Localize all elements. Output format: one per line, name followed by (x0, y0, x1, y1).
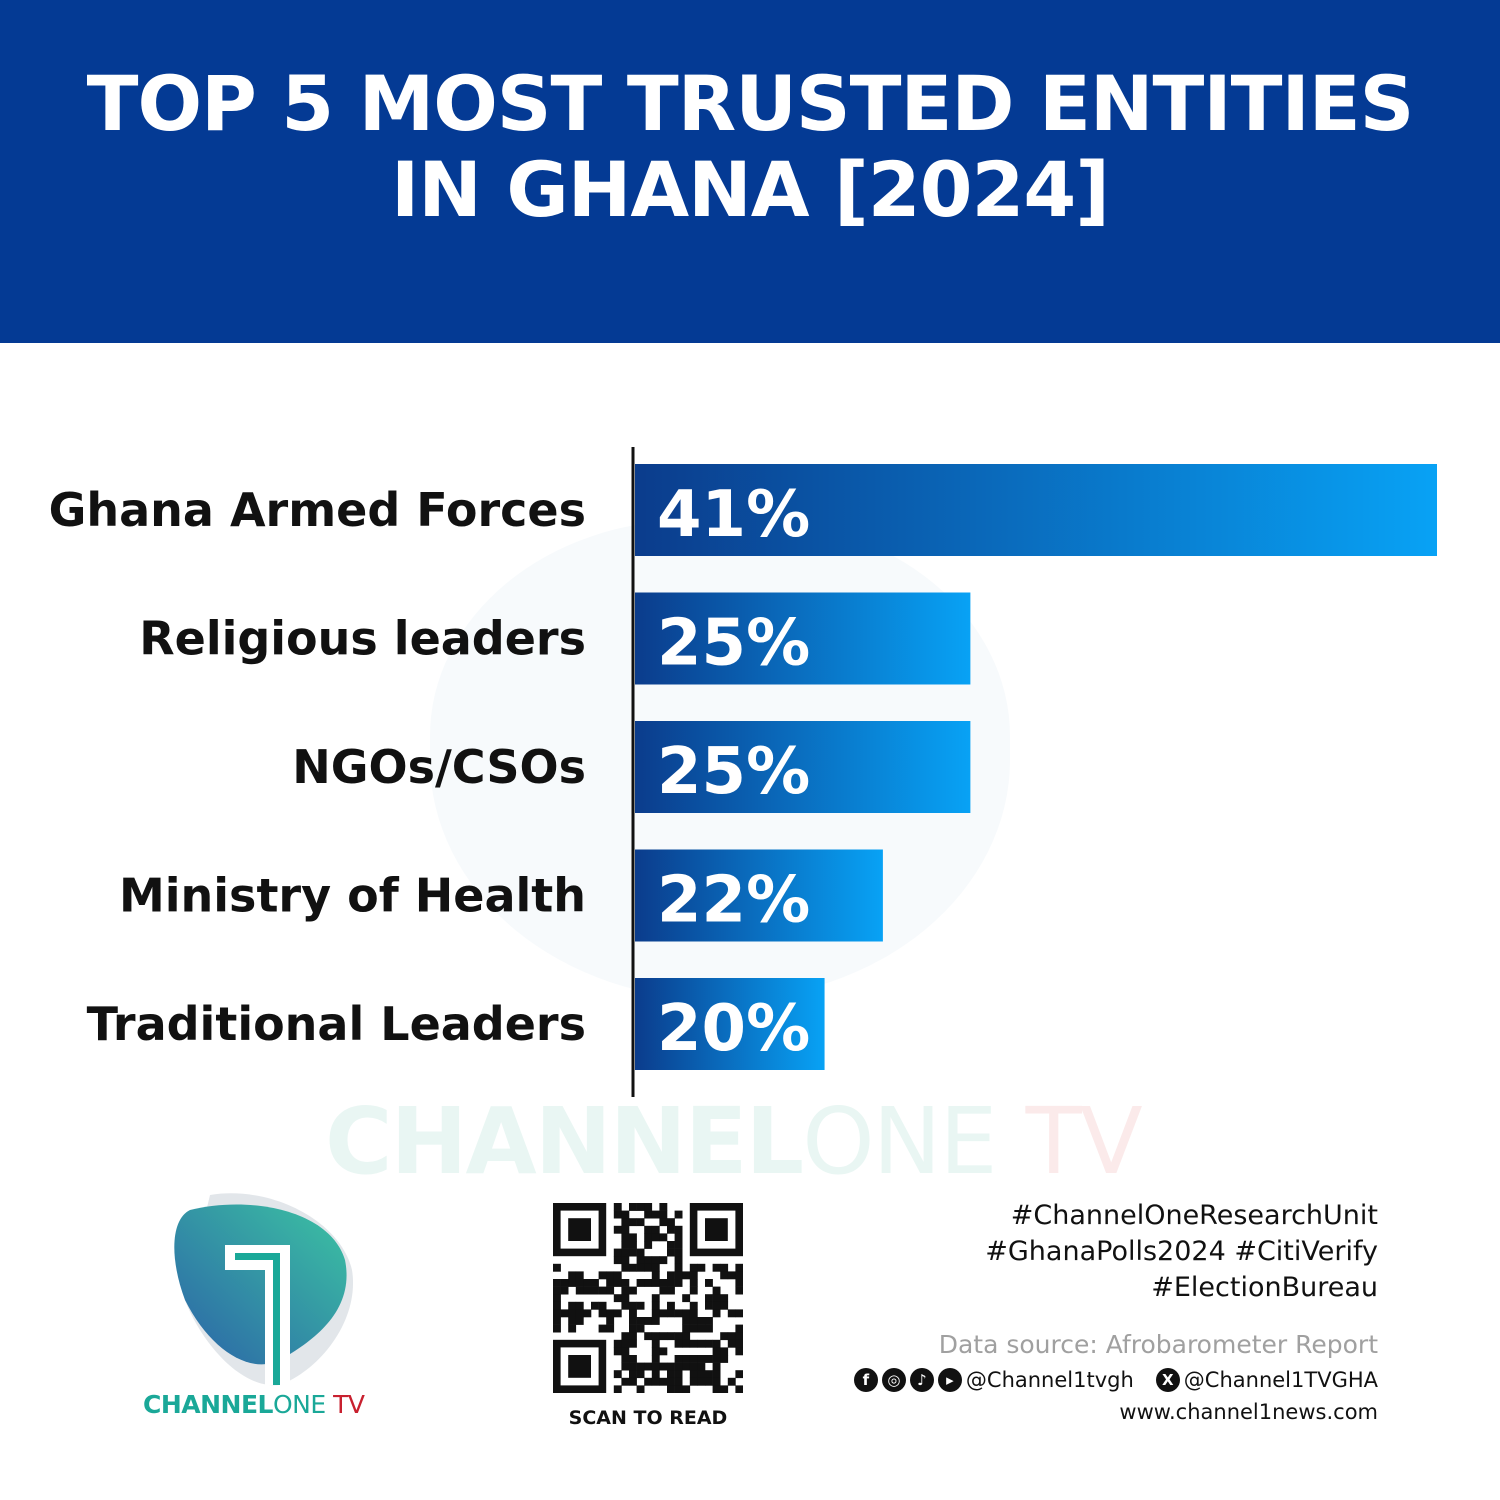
channel-one-logo (174, 1193, 354, 1386)
bar (635, 721, 971, 813)
hashtag-line: #GhanaPolls2024 #CitiVerify (985, 1236, 1378, 1267)
social-handles: f ◎ ♪ ▸ @Channel1tvgh X @Channel1TVGHA (853, 1368, 1378, 1392)
facebook-icon[interactable]: f (853, 1368, 878, 1392)
data-source: Data source: Afrobarometer Report (938, 1330, 1378, 1359)
category-label: Ministry of Health (119, 869, 586, 923)
header-banner: TOP 5 MOST TRUSTED ENTITIES IN GHANA [20… (0, 0, 1500, 343)
scan-label: SCAN TO READ (568, 1407, 728, 1429)
data-label: 22% (657, 864, 810, 938)
category-label: NGOs/CSOs (292, 740, 586, 794)
data-label: 25% (657, 607, 810, 681)
title-line-1: TOP 5 MOST TRUSTED ENTITIES (86, 58, 1415, 148)
bar (635, 464, 1437, 556)
data-label: 20% (657, 992, 810, 1066)
youtube-icon[interactable]: ▸ (937, 1368, 962, 1392)
instagram-icon[interactable]: ◎ (881, 1368, 906, 1392)
tiktok-icon[interactable]: ♪ (909, 1368, 934, 1392)
title-line-2: IN GHANA [2024] (390, 144, 1110, 234)
category-label: Traditional Leaders (87, 997, 586, 1051)
x-handle: @Channel1TVGHA (1183, 1368, 1378, 1392)
hashtag-line: #ChannelOneResearchUnit (1010, 1200, 1378, 1231)
data-label: 41% (657, 478, 810, 552)
qr-code[interactable] (553, 1203, 743, 1393)
bar (635, 592, 971, 685)
website-link[interactable]: www.channel1news.com (1119, 1400, 1378, 1424)
watermark-text: CHANNELONE TV (325, 1088, 1143, 1195)
hashtags: #ChannelOneResearchUnit #GhanaPolls2024 … (985, 1198, 1378, 1306)
bar (635, 978, 825, 1070)
social-handle: @Channel1tvgh (965, 1368, 1134, 1392)
x-icon[interactable]: X (1155, 1368, 1180, 1392)
brand-name: CHANNELONE TV (143, 1390, 365, 1419)
bar-chart: 41% Ghana Armed Forces 25% Religious leader… (49, 447, 1437, 1097)
bar (635, 849, 883, 942)
category-label: Ghana Armed Forces (49, 483, 586, 537)
hashtag-line: #ElectionBureau (1151, 1272, 1378, 1303)
page-title: TOP 5 MOST TRUSTED ENTITIES IN GHANA [20… (86, 58, 1415, 234)
data-label: 25% (657, 735, 810, 809)
category-label: Religious leaders (139, 612, 586, 666)
